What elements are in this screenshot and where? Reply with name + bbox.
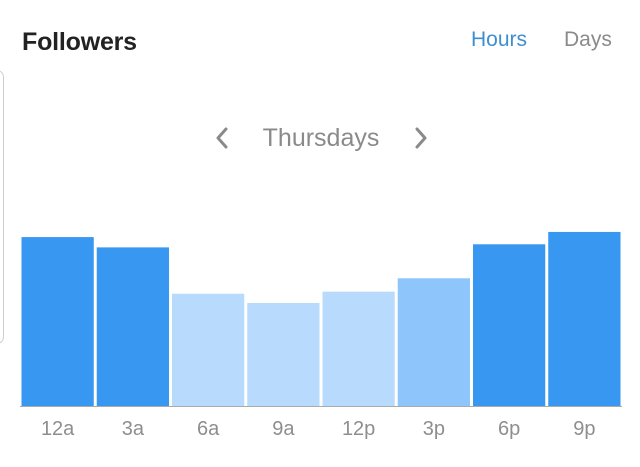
selected-day-label: Thursdays (262, 124, 380, 152)
previous-day-button[interactable] (213, 125, 231, 151)
bar-3p[interactable] (397, 278, 470, 406)
x-tick-label: 12p (342, 418, 375, 440)
bar-3a[interactable] (96, 247, 169, 406)
bar-12p[interactable] (322, 291, 395, 406)
next-day-button[interactable] (412, 125, 430, 151)
x-tick-label: 12a (41, 418, 75, 440)
chevron-left-icon (216, 127, 228, 149)
x-tick-label: 9p (573, 418, 595, 440)
x-tick-label: 3p (423, 418, 445, 440)
bar-12a[interactable] (21, 237, 94, 406)
x-tick-label: 6p (498, 418, 520, 440)
bar-6p[interactable] (473, 244, 546, 406)
bar-9p[interactable] (548, 231, 621, 406)
x-tick-label: 9a (272, 418, 295, 440)
bar-6a[interactable] (172, 293, 245, 406)
bar-9a[interactable] (247, 303, 320, 406)
tab-hours[interactable]: Hours (471, 28, 528, 51)
x-tick-label: 3a (122, 418, 145, 440)
page-title: Followers (22, 28, 137, 56)
tab-days[interactable]: Days (564, 28, 612, 51)
x-tick-label: 6a (197, 418, 220, 440)
chevron-right-icon (415, 127, 427, 149)
